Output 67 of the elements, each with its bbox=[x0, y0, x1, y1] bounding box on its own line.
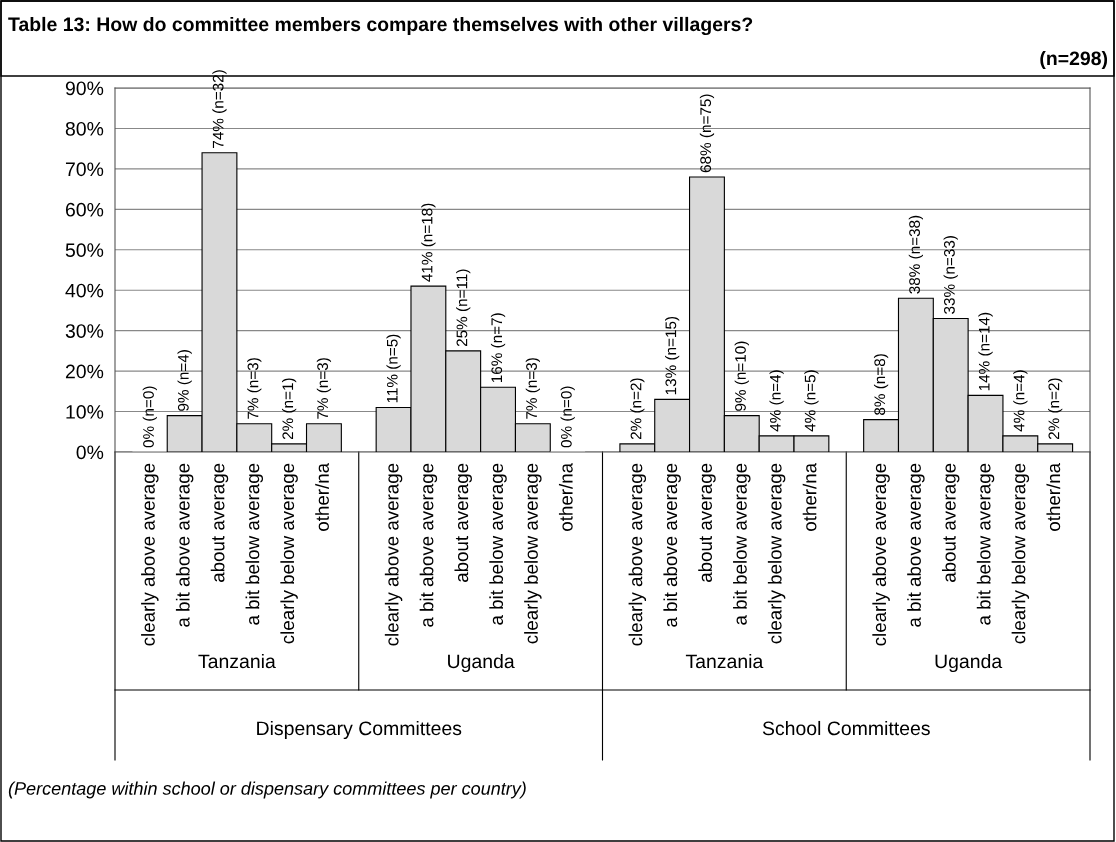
data-label: 7% (n=3) bbox=[525, 358, 540, 419]
data-label: 4% (n=4) bbox=[769, 370, 784, 432]
y-tick-label: 40% bbox=[65, 283, 104, 298]
x-tick-label: about average bbox=[698, 463, 716, 582]
data-label: 41% (n=18) bbox=[421, 203, 436, 282]
y-tick-label: 60% bbox=[65, 202, 104, 217]
x-tick-label: a bit below average bbox=[245, 463, 264, 625]
x-tick-label: a bit below average bbox=[489, 463, 507, 625]
x-tick-label: a bit above average bbox=[907, 463, 925, 627]
text: (Percentage within school or dispensary committees per country) bbox=[8, 781, 526, 799]
y-tick-label: 50% bbox=[65, 243, 104, 258]
x-tick-label: a bit below average bbox=[976, 463, 995, 625]
x-tick-label: clearly below average bbox=[1011, 463, 1030, 644]
text: Tanzania bbox=[198, 653, 276, 669]
data-label: 9% (n=4) bbox=[177, 350, 192, 411]
chart-subtitle: (n=298) bbox=[1040, 50, 1108, 70]
y-tick-label: 80% bbox=[65, 121, 104, 136]
x-tick-label: a bit above average bbox=[663, 463, 681, 627]
data-label: 25% (n=11) bbox=[456, 269, 471, 347]
x-tick-label: clearly above average bbox=[872, 463, 890, 646]
x-tick-label: a bit above average bbox=[175, 463, 194, 627]
y-tick-label: 0% bbox=[76, 445, 104, 460]
data-label: 16% (n=7) bbox=[490, 313, 506, 383]
y-tick-label: 90% bbox=[65, 81, 104, 96]
y-tick-label: 30% bbox=[65, 324, 104, 338]
data-label: 4% (n=4) bbox=[1013, 370, 1028, 432]
y-tick-label: 10% bbox=[66, 405, 104, 419]
x-tick-label: clearly below average bbox=[280, 463, 298, 644]
data-label: 0% (n=0) bbox=[142, 386, 157, 448]
data-label: 11% (n=5) bbox=[386, 334, 401, 403]
y-tick-label: 70% bbox=[65, 162, 104, 177]
data-label: 13% (n=15) bbox=[665, 316, 680, 395]
x-tick-label: about average bbox=[210, 463, 229, 582]
text: Uganda bbox=[935, 653, 1003, 673]
data-label: 38% (n=38) bbox=[908, 215, 924, 294]
data-label: 2% (n=2) bbox=[630, 378, 645, 440]
text: Tanzania bbox=[685, 653, 764, 669]
x-tick-label: about average bbox=[941, 463, 960, 582]
text: Uganda bbox=[448, 653, 515, 673]
x-tick-label: other/na bbox=[802, 462, 817, 531]
text: School Committees bbox=[762, 720, 930, 736]
data-label: 7% (n=3) bbox=[316, 358, 332, 419]
text: Dispensary Committees bbox=[257, 720, 462, 740]
data-label: 2% (n=2) bbox=[1048, 378, 1063, 440]
data-label: 74% (n=32) bbox=[212, 70, 227, 148]
data-label: 2% (n=1) bbox=[281, 378, 297, 440]
data-label: 0% (n=0) bbox=[560, 386, 575, 448]
x-tick-label: clearly above average bbox=[141, 463, 159, 646]
y-tick-label: 20% bbox=[65, 364, 104, 379]
x-tick-label: a bit below average bbox=[733, 463, 751, 625]
x-tick-label: other/na bbox=[315, 462, 329, 531]
data-label: 9% (n=10) bbox=[734, 341, 749, 411]
data-label: 7% (n=3) bbox=[247, 358, 262, 419]
x-tick-label: clearly below average bbox=[767, 463, 786, 644]
data-label: 4% (n=5) bbox=[804, 370, 819, 432]
data-label: 68% (n=75) bbox=[699, 94, 715, 173]
x-tick-label: about average bbox=[454, 463, 472, 582]
data-label: 8% (n=8) bbox=[873, 354, 889, 415]
x-tick-label: clearly above average bbox=[628, 463, 647, 646]
data-label: 33% (n=33) bbox=[943, 236, 958, 314]
x-tick-label: clearly above average bbox=[384, 463, 403, 646]
x-tick-label: clearly below average bbox=[524, 463, 542, 644]
chart-title: Table 13: How do committee members compare themselves with other villagers? bbox=[8, 16, 753, 36]
x-tick-label: other/na bbox=[558, 462, 573, 531]
x-tick-label: other/na bbox=[1046, 462, 1061, 531]
data-label: 14% (n=14) bbox=[978, 312, 993, 391]
x-tick-label: a bit above average bbox=[419, 463, 438, 627]
